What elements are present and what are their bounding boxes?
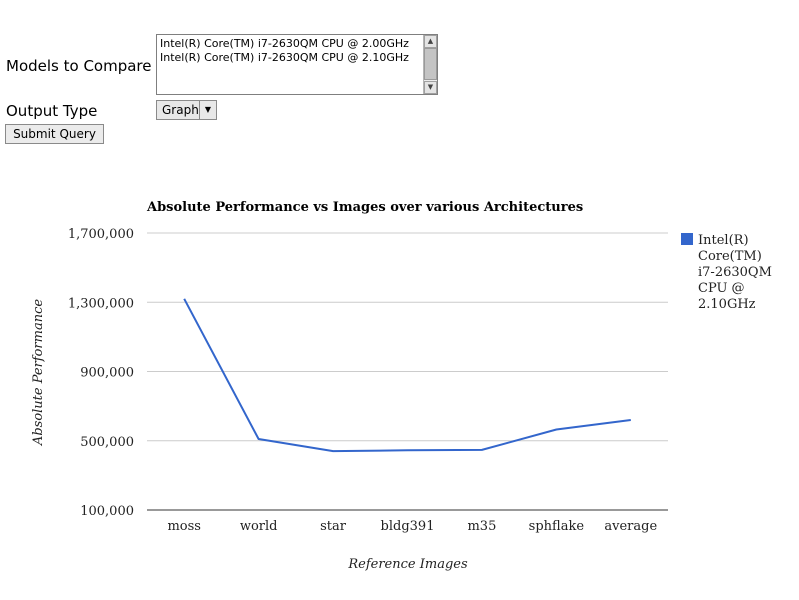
x-tick-label: average <box>604 519 657 534</box>
y-tick-label: 1,300,000 <box>68 296 134 311</box>
legend-label: i7-2630QM <box>698 265 772 280</box>
x-tick-label: star <box>320 519 347 534</box>
x-tick-label: sphflake <box>529 519 585 534</box>
legend-label: CPU @ <box>698 281 745 296</box>
listbox-scrollbar[interactable]: ▲ ▼ <box>423 35 437 94</box>
model-option-2[interactable]: Intel(R) Core(TM) i7-2630QM CPU @ 2.10GH… <box>160 51 409 64</box>
y-tick-label: 900,000 <box>80 366 134 381</box>
output-type-value: Graph <box>162 103 199 117</box>
x-axis-title: Reference Images <box>347 557 468 572</box>
models-to-compare-label: Models to Compare <box>6 57 152 75</box>
series-line <box>183 298 631 453</box>
x-tick-label: moss <box>167 519 201 534</box>
chart-title: Absolute Performance vs Images over vari… <box>146 200 583 215</box>
output-type-label: Output Type <box>6 102 98 120</box>
models-listbox[interactable]: Intel(R) Core(TM) i7-2630QM CPU @ 2.00GH… <box>156 34 438 95</box>
model-option-1[interactable]: Intel(R) Core(TM) i7-2630QM CPU @ 2.00GH… <box>160 37 409 50</box>
scroll-up-icon[interactable]: ▲ <box>424 35 437 48</box>
y-tick-label: 500,000 <box>80 435 134 450</box>
y-axis-title: Absolute Performance <box>31 299 46 446</box>
legend-label: Intel(R) <box>698 233 749 248</box>
scrollbar-thumb[interactable] <box>424 48 437 80</box>
legend-label: 2.10GHz <box>698 297 756 312</box>
output-type-select[interactable]: Graph ▼ <box>156 100 217 120</box>
x-tick-label: world <box>240 519 278 534</box>
x-tick-label: bldg391 <box>381 519 435 534</box>
x-tick-label: m35 <box>467 519 496 534</box>
chevron-down-icon[interactable]: ▼ <box>199 101 216 119</box>
scroll-down-icon[interactable]: ▼ <box>424 81 437 94</box>
legend-label: Core(TM) <box>698 249 762 264</box>
y-tick-label: 100,000 <box>80 504 134 519</box>
legend-swatch <box>681 233 693 245</box>
submit-query-button[interactable]: Submit Query <box>5 124 104 144</box>
y-tick-label: 1,700,000 <box>68 227 134 242</box>
